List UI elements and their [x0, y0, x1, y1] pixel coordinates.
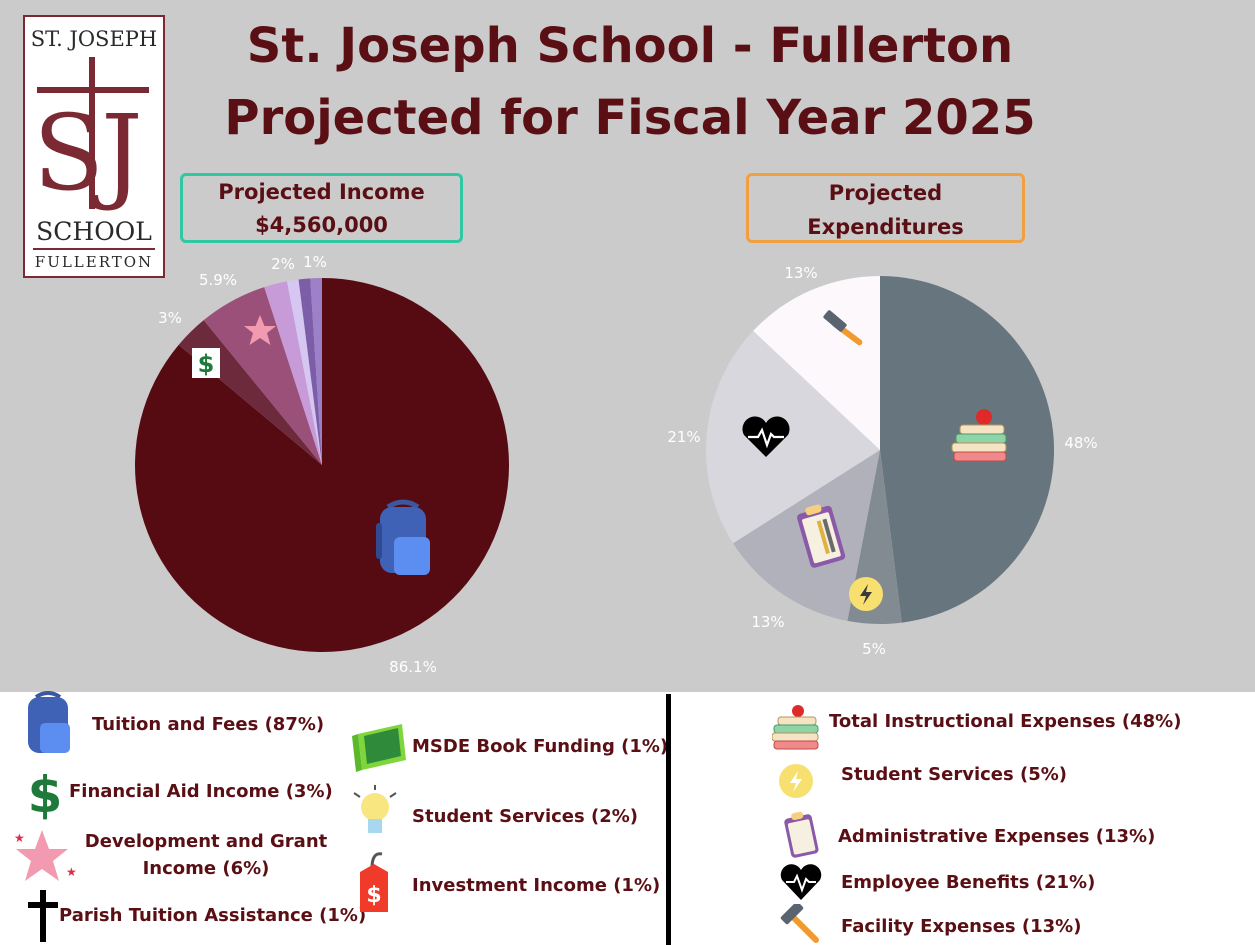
expend-label-3: 21%	[667, 428, 700, 446]
logo-text-school: SCHOOL	[36, 217, 152, 246]
income-slice-3	[264, 281, 322, 465]
income-slice-6	[310, 278, 322, 465]
expend-box-label1: Projected	[828, 181, 943, 205]
star-icon	[244, 315, 276, 345]
expend-label-2: 13%	[751, 613, 784, 631]
dollar-icon: $	[28, 766, 63, 820]
income-box-total: $4,560,000	[255, 213, 388, 237]
expend-label-0: 48%	[1064, 434, 1097, 452]
income-label-0: 86.1%	[389, 658, 437, 676]
legend-expend-instructional: Total Instructional Expenses (48%)	[829, 711, 1182, 732]
clipboard-icon	[797, 504, 846, 568]
svg-text:$: $	[28, 766, 63, 820]
star-icon: ★ ★	[14, 830, 77, 881]
legend-expend-facility: Facility Expenses (13%)	[841, 916, 1082, 937]
page-title-line2: Projected for Fiscal Year 2025	[224, 90, 1036, 146]
legend-income-investment: Investment Income (1%)	[412, 875, 661, 896]
income-pie: 86.1% 3% 5.9% 2% 1%	[134, 253, 509, 676]
legend-income-tuition: Tuition and Fees (87%)	[92, 714, 325, 735]
income-label-1: 3%	[158, 309, 182, 327]
income-slice-4	[286, 279, 322, 465]
page-title-line1: St. Joseph School - Fullerton	[246, 18, 1014, 74]
book-icon	[352, 724, 406, 772]
legend-income-parish: Parish Tuition Assistance (1%)	[59, 905, 367, 926]
income-slice-5	[298, 278, 322, 465]
logo-text-bottom: FULLERTON	[34, 253, 154, 271]
heart-icon	[742, 416, 790, 457]
lightning-icon	[849, 577, 883, 611]
svg-text:$: $	[198, 350, 215, 378]
clipboard-icon	[784, 811, 819, 858]
legend-income-development: Development and Grant Income (6%)	[84, 831, 328, 879]
expend-slice-4	[753, 276, 880, 450]
income-label-3: 2%	[271, 255, 295, 273]
logo-text-top: ST. JOSEPH	[30, 27, 158, 51]
svg-text:★: ★	[14, 831, 25, 845]
pie-icons: $	[192, 310, 1007, 611]
backpack-icon	[376, 499, 430, 575]
books-icon	[951, 409, 1007, 462]
legend-expend-student-services: Student Services (5%)	[841, 764, 1067, 785]
legend-income-aid: Financial Aid Income (3%)	[69, 781, 333, 802]
school-logo: ST. JOSEPH S J SCHOOL FULLERTON	[23, 15, 165, 278]
income-box: Projected Income $4,560,000	[180, 173, 463, 243]
legend-expend-benefits: Employee Benefits (21%)	[841, 872, 1096, 893]
hammer-icon	[823, 310, 863, 346]
expend-slice-3	[705, 330, 880, 544]
income-label-4: 1%	[303, 253, 327, 271]
income-label-2: 5.9%	[199, 271, 237, 289]
svg-text:$: $	[366, 883, 381, 908]
cross-icon	[28, 890, 58, 942]
price-tag-icon: $	[360, 852, 388, 912]
expend-pie: 48% 5% 13% 21% 13%	[667, 264, 1097, 658]
hammer-icon	[780, 904, 819, 943]
lightbulb-icon	[353, 785, 397, 833]
lightning-icon	[779, 764, 813, 798]
income-slice-2	[203, 287, 322, 465]
svg-text:★: ★	[66, 865, 77, 879]
logo-letter-j: J	[92, 92, 143, 214]
pie-charts: 86.1% 3% 5.9% 2% 1% 48% 5% 13% 21% 13% $	[134, 253, 1098, 676]
expend-box: Projected Expenditures	[746, 173, 1025, 243]
legend-income-msde: MSDE Book Funding (1%)	[412, 736, 669, 757]
legend-income-student-services: Student Services (2%)	[412, 806, 638, 827]
income-box-label: Projected Income	[218, 180, 425, 204]
legend-expend-administrative: Administrative Expenses (13%)	[838, 826, 1156, 847]
expend-label-1: 5%	[862, 640, 886, 658]
logo-letter-s: S	[33, 92, 104, 214]
dollar-icon: $	[192, 348, 220, 378]
logo-monogram-icon: S J	[33, 57, 149, 214]
books-icon	[772, 705, 819, 750]
backpack-icon	[28, 691, 70, 753]
legend-divider	[666, 694, 671, 945]
expend-label-4: 13%	[784, 264, 817, 282]
heart-icon	[780, 864, 822, 900]
expend-box-label2: Expenditures	[807, 215, 964, 239]
